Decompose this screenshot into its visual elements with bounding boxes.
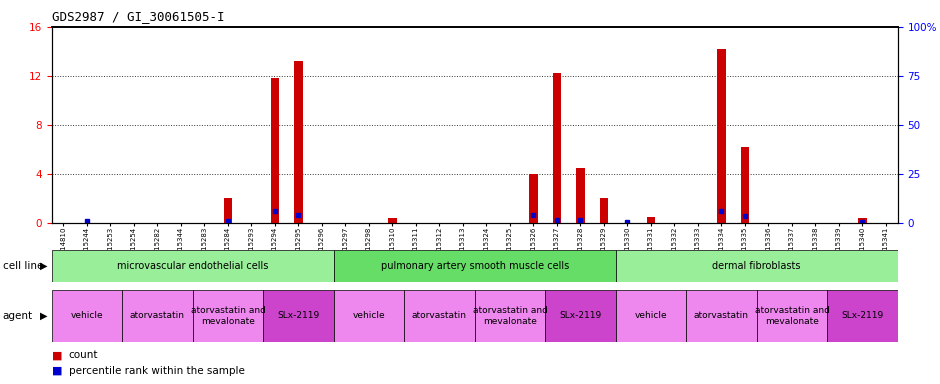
- Bar: [757, 290, 827, 342]
- Text: agent: agent: [3, 311, 33, 321]
- Bar: [475, 290, 545, 342]
- Bar: [388, 218, 397, 223]
- Bar: [600, 198, 608, 223]
- Bar: [647, 217, 655, 223]
- Bar: [686, 290, 757, 342]
- Text: vehicle: vehicle: [634, 311, 667, 320]
- Text: ▶: ▶: [40, 261, 48, 271]
- Text: SLx-2119: SLx-2119: [841, 311, 884, 320]
- Bar: [263, 290, 334, 342]
- Bar: [576, 168, 585, 223]
- Bar: [334, 250, 616, 282]
- Text: ▶: ▶: [40, 311, 48, 321]
- Text: ■: ■: [52, 366, 62, 376]
- Text: cell line: cell line: [3, 261, 43, 271]
- Text: atorvastatin: atorvastatin: [694, 311, 749, 320]
- Bar: [529, 174, 538, 223]
- Bar: [334, 290, 404, 342]
- Bar: [616, 290, 686, 342]
- Text: vehicle: vehicle: [70, 311, 103, 320]
- Text: percentile rank within the sample: percentile rank within the sample: [69, 366, 244, 376]
- Text: atorvastatin and
mevalonate: atorvastatin and mevalonate: [473, 306, 547, 326]
- Bar: [294, 61, 303, 223]
- Bar: [404, 290, 475, 342]
- Bar: [193, 290, 263, 342]
- Bar: [553, 73, 561, 223]
- Bar: [52, 250, 334, 282]
- Text: SLx-2119: SLx-2119: [559, 311, 602, 320]
- Text: atorvastatin: atorvastatin: [412, 311, 467, 320]
- Text: vehicle: vehicle: [352, 311, 385, 320]
- Text: atorvastatin and
mevalonate: atorvastatin and mevalonate: [755, 306, 829, 326]
- Bar: [545, 290, 616, 342]
- Text: ■: ■: [52, 350, 62, 360]
- Text: GDS2987 / GI_30061505-I: GDS2987 / GI_30061505-I: [52, 10, 225, 23]
- Bar: [827, 290, 898, 342]
- Text: atorvastatin: atorvastatin: [130, 311, 185, 320]
- Bar: [741, 147, 749, 223]
- Bar: [858, 218, 867, 223]
- Bar: [52, 290, 122, 342]
- Bar: [271, 78, 279, 223]
- Text: count: count: [69, 350, 98, 360]
- Text: SLx-2119: SLx-2119: [277, 311, 320, 320]
- Bar: [224, 198, 232, 223]
- Text: microvascular endothelial cells: microvascular endothelial cells: [117, 261, 269, 271]
- Bar: [616, 250, 898, 282]
- Bar: [122, 290, 193, 342]
- Text: pulmonary artery smooth muscle cells: pulmonary artery smooth muscle cells: [381, 261, 569, 271]
- Text: dermal fibroblasts: dermal fibroblasts: [713, 261, 801, 271]
- Text: atorvastatin and
mevalonate: atorvastatin and mevalonate: [191, 306, 265, 326]
- Bar: [717, 49, 726, 223]
